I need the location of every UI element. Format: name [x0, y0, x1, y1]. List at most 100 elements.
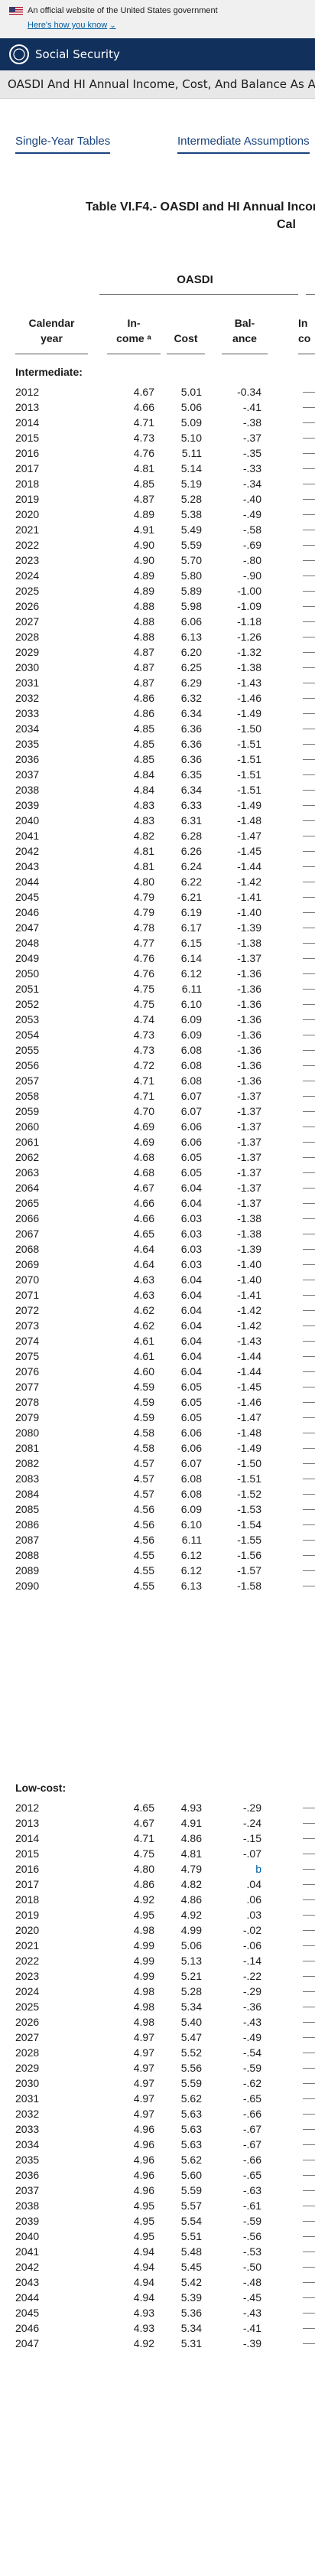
table-row: 2072 4.62 6.04 -1.42 — [0, 1303, 315, 1318]
col-header-income: In- come ᵃ — [107, 315, 161, 346]
cost-cell: 5.54 — [180, 2215, 202, 2227]
balance-cell: -.41 — [242, 2322, 261, 2334]
year-cell: 2029 — [15, 646, 40, 658]
cost-cell: 5.52 — [180, 2046, 202, 2059]
balance-cell: -.63 — [242, 2184, 261, 2196]
table-row: 2090 4.55 6.13 -1.58 — [0, 1578, 315, 1593]
year-cell: 2021 — [15, 523, 40, 536]
table-tabs: Single-Year Tables Intermediate Assumpti… — [0, 135, 315, 158]
table-row: 2037 4.96 5.59 -.63 — [0, 2183, 315, 2198]
year-cell: 2016 — [15, 447, 40, 459]
year-cell: 2078 — [15, 1396, 40, 1408]
cost-cell: 5.34 — [180, 2322, 202, 2334]
cost-cell: 6.31 — [180, 814, 202, 827]
know-link-label: Here's how you know — [28, 21, 108, 30]
income-cell: 4.96 — [133, 2169, 154, 2181]
cost-cell: 6.07 — [180, 1457, 202, 1469]
income-cell: 4.65 — [133, 1802, 154, 1814]
table-row: 2028 4.97 5.52 -.54 — [0, 2045, 315, 2060]
balance-cell: -1.52 — [237, 1488, 261, 1500]
year-cell: 2014 — [15, 416, 40, 429]
table-row: 2078 4.59 6.05 -1.46 — [0, 1394, 315, 1410]
cost-cell: 6.04 — [180, 1197, 202, 1209]
hi-column-edge — [303, 392, 315, 393]
cost-cell: 6.04 — [180, 1319, 202, 1332]
balance-cell: -.43 — [242, 2307, 261, 2319]
income-cell: 4.94 — [133, 2245, 154, 2258]
balance-cell: -.48 — [242, 2276, 261, 2288]
balance-cell: .06 — [246, 1893, 261, 1906]
table-row: 2041 4.94 5.48 -.53 — [0, 2244, 315, 2259]
cost-cell: 6.07 — [180, 1105, 202, 1117]
balance-cell: -1.49 — [237, 707, 261, 719]
balance-cell: -.24 — [242, 1817, 261, 1829]
year-cell: 2040 — [15, 814, 40, 827]
income-cell: 4.67 — [133, 386, 154, 398]
balance-cell: -.22 — [242, 1970, 261, 1982]
table-row: 2075 4.61 6.04 -1.44 — [0, 1348, 315, 1364]
table-row: 2015 4.73 5.10 -.37 — [0, 430, 315, 445]
balance-cell: -.43 — [242, 2016, 261, 2028]
hi-column-edge — [303, 2175, 315, 2176]
income-cell: 4.59 — [133, 1381, 154, 1393]
hi-column-edge — [303, 2343, 315, 2344]
table-row: 2034 4.85 6.36 -1.50 — [0, 721, 315, 736]
hi-column-edge — [303, 820, 315, 821]
table-row: 2045 4.93 5.36 -.43 — [0, 2305, 315, 2320]
hi-column-edge — [303, 713, 315, 714]
year-cell: 2019 — [15, 493, 40, 505]
year-cell: 2083 — [15, 1472, 40, 1485]
tab-single-year-tables[interactable]: Single-Year Tables — [15, 135, 111, 154]
cost-cell: 6.06 — [180, 1120, 202, 1133]
tab-intermediate-assumptions[interactable]: Intermediate Assumptions — [177, 135, 310, 154]
cost-cell: 6.22 — [180, 876, 202, 888]
year-cell: 2047 — [15, 921, 40, 934]
brand-name[interactable]: Social Security — [35, 47, 120, 61]
hi-column-edge — [303, 545, 315, 546]
balance-cell[interactable]: b — [255, 1863, 261, 1875]
hi-column-edge — [303, 468, 315, 469]
balance-cell: -.49 — [242, 508, 261, 520]
income-cell: 4.89 — [133, 569, 154, 582]
income-cell: 4.61 — [133, 1350, 154, 1362]
balance-cell: -1.38 — [237, 1228, 261, 1240]
year-cell: 2023 — [15, 1970, 40, 1982]
year-cell: 2076 — [15, 1365, 40, 1378]
hi-column-edge — [303, 1945, 315, 1946]
heres-how-you-know-link[interactable]: Here's how you know ⌄ — [28, 21, 116, 30]
page-title-bar: OASDI And HI Annual Income, Cost, And Ba… — [0, 70, 315, 99]
hi-column-edge — [303, 2282, 315, 2283]
balance-cell: -1.37 — [237, 1166, 261, 1179]
table-row: 2027 4.97 5.47 -.49 — [0, 2030, 315, 2045]
balance-cell: -.29 — [242, 1802, 261, 1814]
year-cell: 2052 — [15, 998, 40, 1010]
table-row: 2018 4.92 4.86 .06 — [0, 1892, 315, 1907]
table-row: 2029 4.97 5.56 -.59 — [0, 2060, 315, 2075]
income-cell: 4.97 — [133, 2108, 154, 2120]
income-cell: 4.68 — [133, 1151, 154, 1163]
year-cell: 2022 — [15, 1955, 40, 1967]
cost-cell: 5.47 — [180, 2031, 202, 2043]
hi-column-edge — [303, 2144, 315, 2145]
year-cell: 2051 — [15, 983, 40, 995]
income-cell: 4.73 — [133, 432, 154, 444]
table-row: 2059 4.70 6.07 -1.37 — [0, 1104, 315, 1119]
cost-cell: 4.81 — [180, 1847, 202, 1860]
balance-cell: -.67 — [242, 2138, 261, 2150]
hi-column-edge — [303, 652, 315, 653]
income-cell: 4.55 — [133, 1564, 154, 1577]
ssa-seal-icon[interactable] — [9, 44, 29, 64]
cost-cell: 5.62 — [180, 2092, 202, 2105]
year-cell: 2087 — [15, 1534, 40, 1546]
income-cell: 4.65 — [133, 1228, 154, 1240]
income-cell: 4.87 — [133, 661, 154, 673]
balance-cell: -1.44 — [237, 1350, 261, 1362]
income-cell: 4.98 — [133, 1924, 154, 1936]
cost-cell: 5.51 — [180, 2230, 202, 2242]
hi-column-edge — [303, 2313, 315, 2314]
balance-cell: -1.44 — [237, 1365, 261, 1378]
table-row: 2023 4.90 5.70 -.80 — [0, 553, 315, 568]
table-row: 2035 4.85 6.36 -1.51 — [0, 736, 315, 752]
balance-cell: -1.18 — [237, 615, 261, 628]
col-header-income-line1: In- — [127, 317, 141, 329]
